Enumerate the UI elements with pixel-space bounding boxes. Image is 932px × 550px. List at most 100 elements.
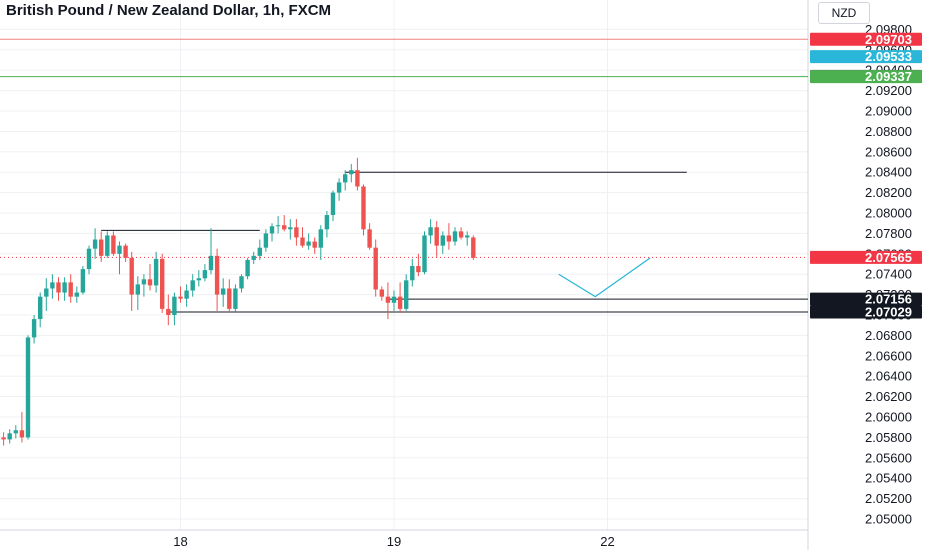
- candle-body: [312, 241, 317, 248]
- projection-path: [558, 257, 651, 298]
- candle-body: [446, 235, 452, 242]
- candle-body: [282, 225, 287, 230]
- candle-body: [257, 247, 262, 256]
- candle-body: [300, 237, 305, 246]
- candle-body: [385, 296, 391, 303]
- candle-body: [361, 186, 366, 230]
- candle-body: [288, 227, 293, 230]
- candle-body: [343, 174, 348, 183]
- candle-body: [306, 241, 311, 246]
- candle-body: [214, 255, 220, 295]
- candle-body: [99, 239, 104, 256]
- candle-body: [233, 288, 238, 309]
- x-tick-label: 19: [387, 534, 401, 549]
- y-tick-label: 2.05400: [865, 471, 912, 486]
- candle-body: [135, 284, 140, 295]
- candle-body: [434, 227, 439, 246]
- candle-body: [471, 237, 476, 258]
- candle-body: [208, 255, 214, 271]
- candle-body: [227, 288, 232, 309]
- candle-body: [355, 170, 360, 187]
- y-tick-label: 2.09200: [865, 83, 912, 98]
- price-label-text: 2.07156: [865, 292, 912, 307]
- candle-body: [349, 170, 354, 175]
- y-tick-label: 2.07400: [865, 267, 912, 282]
- price-label-box: [810, 70, 922, 84]
- price-label-box: [810, 32, 922, 46]
- candle-body: [391, 296, 397, 303]
- currency-button[interactable]: NZD: [818, 2, 870, 24]
- candle-body: [221, 288, 226, 295]
- candle-body: [184, 290, 189, 299]
- candle-body: [367, 229, 372, 248]
- candle-body: [44, 288, 49, 297]
- candle-body: [245, 259, 250, 277]
- candle-body: [25, 337, 31, 438]
- candle-body: [275, 225, 281, 227]
- y-tick-label: 2.06200: [865, 389, 912, 404]
- candle-body: [105, 235, 110, 256]
- candle-body: [7, 433, 12, 440]
- candle-body: [202, 270, 208, 279]
- y-tick-label: 2.08600: [865, 144, 912, 159]
- candle-body: [123, 245, 128, 258]
- price-label-text: 2.09533: [865, 49, 912, 64]
- x-tick-label: 18: [173, 534, 187, 549]
- candle-body: [196, 278, 201, 281]
- candle-body: [86, 248, 92, 270]
- candle-body: [92, 239, 98, 249]
- candle-body: [397, 296, 403, 309]
- candle-body: [147, 279, 153, 286]
- candle-body: [458, 231, 464, 238]
- candle-body: [190, 280, 195, 291]
- candle-body: [373, 247, 378, 290]
- candle-body: [13, 430, 18, 434]
- y-tick-label: 2.09000: [865, 104, 912, 119]
- candle-body: [422, 235, 427, 273]
- y-tick-label: 2.08000: [865, 206, 912, 221]
- y-tick-label: 2.05800: [865, 430, 912, 445]
- y-tick-label: 2.06400: [865, 369, 912, 384]
- candle-body: [404, 280, 409, 309]
- price-label-box: [810, 292, 922, 306]
- price-label-text: 2.09337: [865, 69, 912, 84]
- price-label-box: [810, 250, 922, 264]
- candle-body: [117, 245, 122, 254]
- candle-body: [379, 289, 384, 297]
- candle-body: [166, 308, 171, 315]
- candle-body: [129, 257, 134, 295]
- candle-body: [62, 282, 67, 293]
- candle-body: [440, 235, 445, 246]
- candle-body: [294, 227, 299, 238]
- candle-body: [160, 258, 165, 309]
- candle-body: [19, 430, 25, 438]
- candle-body: [172, 296, 177, 315]
- candle-body: [428, 227, 433, 236]
- candle-body: [239, 276, 244, 289]
- candle-body: [178, 296, 183, 299]
- candle-body: [251, 255, 256, 260]
- y-tick-label: 2.06000: [865, 410, 912, 425]
- price-label-text: 2.07029: [865, 305, 912, 320]
- candle-body: [416, 266, 421, 273]
- candle-body: [68, 282, 73, 297]
- candle-body: [330, 192, 336, 216]
- candle-body: [465, 235, 470, 238]
- candle-body: [111, 235, 116, 254]
- candle-body: [74, 292, 79, 297]
- y-tick-label: 2.08800: [865, 124, 912, 139]
- candle-body: [269, 226, 275, 234]
- candle-body: [324, 215, 330, 230]
- candle-body: [38, 296, 43, 320]
- y-tick-label: 2.06600: [865, 348, 912, 363]
- candle-body: [50, 282, 55, 289]
- candle-body: [1, 437, 6, 440]
- y-tick-label: 2.08200: [865, 185, 912, 200]
- candle-body: [263, 233, 269, 248]
- y-tick-label: 2.08400: [865, 165, 912, 180]
- candle-body: [31, 319, 37, 338]
- candle-body: [318, 229, 323, 248]
- y-tick-label: 2.07800: [865, 226, 912, 241]
- candle-body: [141, 279, 147, 285]
